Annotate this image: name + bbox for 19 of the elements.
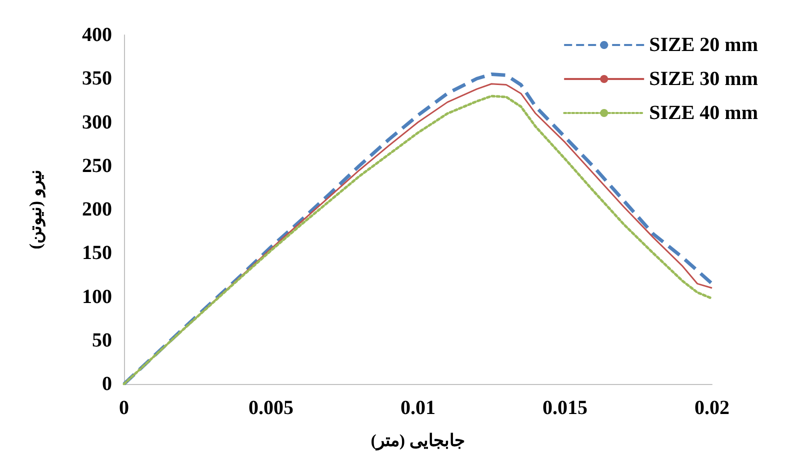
y-tick-label: 0 (102, 373, 112, 395)
y-tick-label: 350 (82, 68, 112, 90)
y-tick-label: 150 (82, 242, 112, 264)
y-tick-label: 50 (92, 329, 112, 352)
x-tick-label: 0.005 (248, 397, 294, 419)
y-tick-label: 200 (82, 198, 112, 220)
x-tick-label: 0.02 (694, 397, 730, 419)
x-axis-title: جابجایی (متر) (370, 431, 466, 451)
legend-label: SIZE 20 mm (649, 34, 758, 56)
legend-label: SIZE 30 mm (649, 68, 758, 90)
y-axis-title: نیرو (نیوتن) (26, 170, 46, 250)
x-tick-label: 0.01 (400, 397, 436, 419)
y-tick-label: 100 (82, 286, 112, 308)
y-tick-label: 250 (82, 154, 112, 177)
y-tick-label: 400 (82, 24, 112, 46)
x-tick-label: 0.015 (542, 397, 588, 419)
y-tick-label: 300 (82, 111, 112, 134)
legend-label: SIZE 40 mm (649, 102, 758, 124)
x-tick-label: 0 (119, 397, 129, 419)
